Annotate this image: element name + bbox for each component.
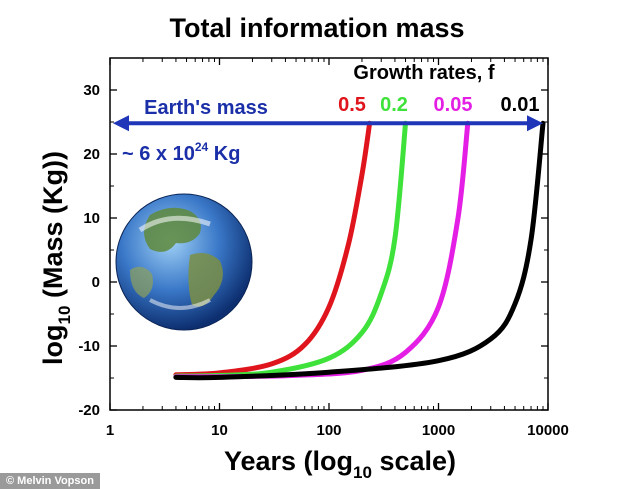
x-axis-label: Years (log10 scale) bbox=[224, 446, 456, 482]
earth-arrow-head-left bbox=[113, 115, 129, 132]
y-tick-label: 20 bbox=[83, 146, 100, 163]
y-tick-label: -10 bbox=[78, 338, 100, 355]
x-tick-label: 1000 bbox=[422, 422, 455, 439]
earth-arrow-head-right bbox=[526, 115, 543, 132]
series-layer bbox=[173, 120, 546, 381]
y-tick-label: 0 bbox=[92, 274, 100, 291]
x-tick-label: 1 bbox=[106, 422, 114, 439]
legend-item-0.5: 0.5 bbox=[338, 94, 366, 116]
series-line-0.01 bbox=[173, 120, 546, 381]
legend-item-0.05: 0.05 bbox=[434, 94, 473, 116]
earth-mass-value: ~ 6 x 1024 Kg bbox=[122, 140, 240, 165]
x-tick-label: 100 bbox=[316, 422, 341, 439]
y-axis-label: log10 (Mass (Kg)) bbox=[38, 151, 74, 365]
axes: 1 10 100 1000 10000 -20 -10 0 10 20 30 bbox=[78, 58, 569, 439]
legend-title: Growth rates, f bbox=[353, 62, 494, 84]
legend: 0.5 0.2 0.05 0.01 bbox=[338, 94, 539, 116]
x-tick-label: 10 bbox=[211, 422, 228, 439]
legend-item-0.01: 0.01 bbox=[501, 94, 540, 116]
earth-mass-arrow bbox=[113, 115, 543, 132]
y-tick-label: 10 bbox=[83, 210, 100, 227]
earth-image bbox=[115, 193, 253, 331]
y-tick-label: -20 bbox=[78, 402, 100, 419]
photo-credit: © Melvin Vopson bbox=[0, 473, 100, 489]
series-line-0.5 bbox=[173, 120, 373, 378]
x-tick-label: 10000 bbox=[527, 422, 569, 439]
chart-title: Total information mass bbox=[169, 13, 464, 43]
y-tick-label: 30 bbox=[83, 82, 100, 99]
earth-mass-label: Earth's mass bbox=[144, 97, 268, 119]
legend-item-0.2: 0.2 bbox=[380, 94, 408, 116]
